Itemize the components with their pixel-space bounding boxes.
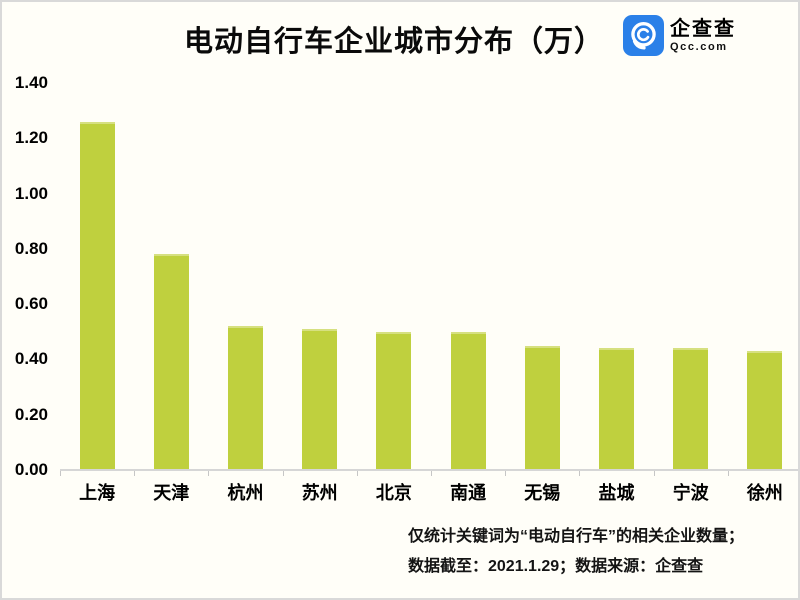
- footnote-line-2: 数据截至：2021.1.29；数据来源：企查查: [408, 558, 704, 575]
- bar-宁波: [673, 348, 709, 470]
- x-axis-tick-mark: [654, 471, 655, 476]
- y-axis-tick-label: 1.00: [14, 183, 48, 203]
- bar-徐州: [747, 351, 783, 470]
- bar-南通: [450, 331, 486, 471]
- x-axis-label-无锡: 无锡: [524, 483, 561, 503]
- logo-domain: Qcc.com: [670, 41, 728, 53]
- x-axis-label-南通: 南通: [450, 483, 487, 503]
- x-axis-label-盐城: 盐城: [598, 483, 635, 503]
- y-axis-tick-label: 0.80: [14, 238, 48, 258]
- qcc-logo-text: 企查查 Qcc.com: [670, 17, 736, 54]
- x-axis-line: [60, 469, 798, 471]
- y-axis-tick-label: 0.40: [14, 349, 48, 369]
- x-axis-label-徐州: 徐州: [746, 483, 783, 503]
- bar-无锡: [524, 345, 560, 470]
- bar-杭州: [228, 326, 263, 470]
- bar-北京: [376, 331, 412, 471]
- page-title: 电动自行车企业城市分布（万）: [183, 26, 604, 58]
- footnote-line-1: 仅统计关键词为“电动自行车”的相关企业数量；: [408, 528, 745, 545]
- x-axis-tick-mark: [505, 471, 506, 476]
- x-axis-label-北京: 北京: [375, 483, 412, 503]
- x-axis-label-杭州: 杭州: [227, 483, 264, 503]
- y-axis-tick-label: 1.20: [14, 128, 48, 148]
- x-axis-label-苏州: 苏州: [301, 483, 338, 503]
- y-axis-tick-label: 1.40: [14, 72, 48, 92]
- x-axis-label-宁波: 宁波: [672, 483, 709, 503]
- qcc-magnifier-icon: [623, 15, 664, 56]
- x-axis-tick-mark: [357, 471, 358, 476]
- x-axis-tick-mark: [431, 471, 432, 476]
- bar-上海: [79, 121, 115, 470]
- x-axis-label-上海: 上海: [79, 483, 116, 503]
- x-axis-label-天津: 天津: [153, 483, 190, 503]
- qcc-logo: 企查查 Qcc.com: [623, 15, 736, 56]
- x-axis-tick-mark: [208, 471, 209, 476]
- x-axis-tick-mark: [60, 471, 61, 476]
- x-axis-tick-mark: [283, 471, 284, 476]
- bar-苏州: [302, 329, 338, 470]
- x-axis-tick-mark: [134, 471, 135, 476]
- x-axis-tick-mark: [579, 471, 580, 476]
- bar-盐城: [599, 348, 634, 470]
- x-axis-tick-mark: [728, 471, 729, 476]
- bar-天津: [153, 254, 189, 470]
- y-axis-tick-label: 0.00: [14, 460, 48, 479]
- y-axis-tick-label: 0.20: [14, 404, 48, 424]
- y-axis-tick-label: 0.60: [14, 294, 48, 314]
- logo-name: 企查查: [670, 18, 736, 40]
